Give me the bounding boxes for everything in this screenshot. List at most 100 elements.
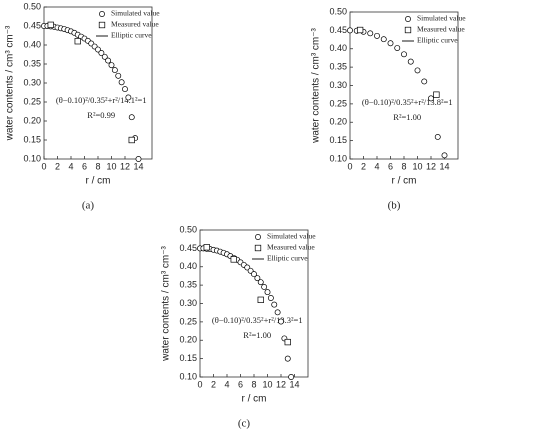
y-tick-label: 0.45 xyxy=(179,243,197,253)
y-tick-label: 0.10 xyxy=(329,153,347,163)
y-tick-label: 0.45 xyxy=(329,25,347,35)
legend-marker xyxy=(405,16,411,22)
x-tick-label: 8 xyxy=(401,161,406,171)
simulated-point xyxy=(257,279,264,286)
legend-marker xyxy=(255,234,261,240)
simulated-point xyxy=(264,289,271,296)
measured-point xyxy=(128,136,135,144)
simulated-point xyxy=(118,79,125,86)
legend-label: Measured value xyxy=(111,20,159,29)
simulated-point xyxy=(441,152,448,159)
y-tick-label: 0.40 xyxy=(329,43,347,53)
y-tick-label: 0.40 xyxy=(23,39,41,49)
y-tick-label: 0.20 xyxy=(23,115,41,125)
y-tick-label: 0.50 xyxy=(329,6,347,16)
measured-point xyxy=(47,21,54,29)
x-tick-label: 0 xyxy=(197,379,202,389)
x-tick-label: 12 xyxy=(120,161,130,171)
simulated-point xyxy=(407,58,414,65)
y-tick-label: 0.10 xyxy=(179,371,197,381)
y-axis-label: water contents / cm³ cm⁻³ xyxy=(311,27,322,143)
simulated-point xyxy=(421,78,428,85)
simulated-point xyxy=(267,295,274,301)
x-tick-label: 10 xyxy=(262,379,272,389)
legend-label: Elliptic curve xyxy=(111,31,152,40)
panel-label: (b) xyxy=(388,200,401,212)
simulated-point xyxy=(122,86,128,93)
legend-label: Simulated value xyxy=(417,14,466,23)
x-axis-label: r / cm xyxy=(86,176,111,187)
simulated-point xyxy=(98,50,105,56)
simulated-point xyxy=(387,40,394,47)
y-tick-label: 0.50 xyxy=(23,1,41,11)
measured-point xyxy=(284,338,291,346)
x-tick-label: 0 xyxy=(41,161,46,171)
simulated-point xyxy=(271,301,278,308)
simulated-point xyxy=(95,46,101,53)
annotation: R²=1.00 xyxy=(243,330,271,340)
plot-frame xyxy=(349,11,459,160)
annotation: R²=1.00 xyxy=(393,112,421,122)
simulated-point xyxy=(254,275,261,282)
x-tick-label: 12 xyxy=(426,161,436,171)
legend-label: Simulated value xyxy=(111,9,160,18)
x-tick-label: 2 xyxy=(55,161,60,171)
y-axis-label: water contents / cm³ cm⁻³ xyxy=(161,245,172,361)
y-tick-label: 0.35 xyxy=(23,58,41,68)
x-tick-label: 14 xyxy=(439,161,449,171)
simulated-point xyxy=(347,27,353,34)
y-tick-label: 0.10 xyxy=(23,153,41,163)
x-tick-label: 4 xyxy=(374,161,379,171)
x-tick-label: 0 xyxy=(347,161,352,171)
y-tick-label: 0.20 xyxy=(179,335,197,345)
simulated-point xyxy=(394,45,401,51)
simulated-point xyxy=(108,62,115,69)
x-tick-label: 6 xyxy=(238,379,243,389)
y-tick-label: 0.25 xyxy=(329,98,347,108)
y-tick-label: 0.35 xyxy=(179,280,197,290)
panel-label: (c) xyxy=(238,418,251,430)
y-tick-label: 0.25 xyxy=(179,316,197,326)
measured-point xyxy=(356,26,364,34)
y-tick-label: 0.30 xyxy=(179,298,197,308)
x-tick-label: 10 xyxy=(412,161,422,171)
legend-marker xyxy=(98,21,106,29)
x-axis-label: r / cm xyxy=(242,394,267,405)
y-tick-label: 0.45 xyxy=(23,20,41,30)
y-tick-label: 0.25 xyxy=(23,96,41,106)
simulated-point xyxy=(111,67,118,74)
panel-label: (a) xyxy=(82,200,95,212)
x-tick-label: 4 xyxy=(68,161,73,171)
x-tick-label: 8 xyxy=(251,379,256,389)
simulated-point xyxy=(380,36,387,43)
simulated-point xyxy=(125,94,132,101)
simulated-point xyxy=(101,53,108,60)
legend-label: Elliptic curve xyxy=(417,36,458,45)
simulated-point xyxy=(434,133,441,140)
simulated-point xyxy=(428,95,434,102)
y-tick-label: 0.15 xyxy=(179,353,197,363)
legend-label: Measured value xyxy=(417,25,465,34)
x-tick-label: 14 xyxy=(289,379,299,389)
simulated-point xyxy=(367,30,374,37)
y-tick-label: 0.40 xyxy=(179,261,197,271)
simulated-point xyxy=(401,51,407,58)
simulated-point xyxy=(115,72,122,79)
simulated-point xyxy=(128,114,135,121)
annotation: (θ−0.10)²/0.35²+r²/13.3²=1 xyxy=(212,315,303,325)
simulated-point xyxy=(261,284,268,290)
y-tick-label: 0.15 xyxy=(23,134,41,144)
x-tick-label: 8 xyxy=(95,161,100,171)
measured-point xyxy=(74,38,81,45)
x-tick-label: 12 xyxy=(276,379,286,389)
x-tick-label: 6 xyxy=(388,161,393,171)
x-axis-label: r / cm xyxy=(392,176,417,187)
simulated-point xyxy=(288,374,295,380)
y-tick-label: 0.30 xyxy=(23,77,41,87)
y-axis-label: water contents / cm³ cm⁻³ xyxy=(5,25,16,141)
annotation: (θ−0.10)²/0.35²+r²/14.1²=1 xyxy=(56,95,147,105)
y-tick-label: 0.30 xyxy=(329,80,347,90)
y-tick-label: 0.35 xyxy=(329,62,347,72)
measured-point xyxy=(230,256,237,263)
simulated-point xyxy=(135,156,142,162)
